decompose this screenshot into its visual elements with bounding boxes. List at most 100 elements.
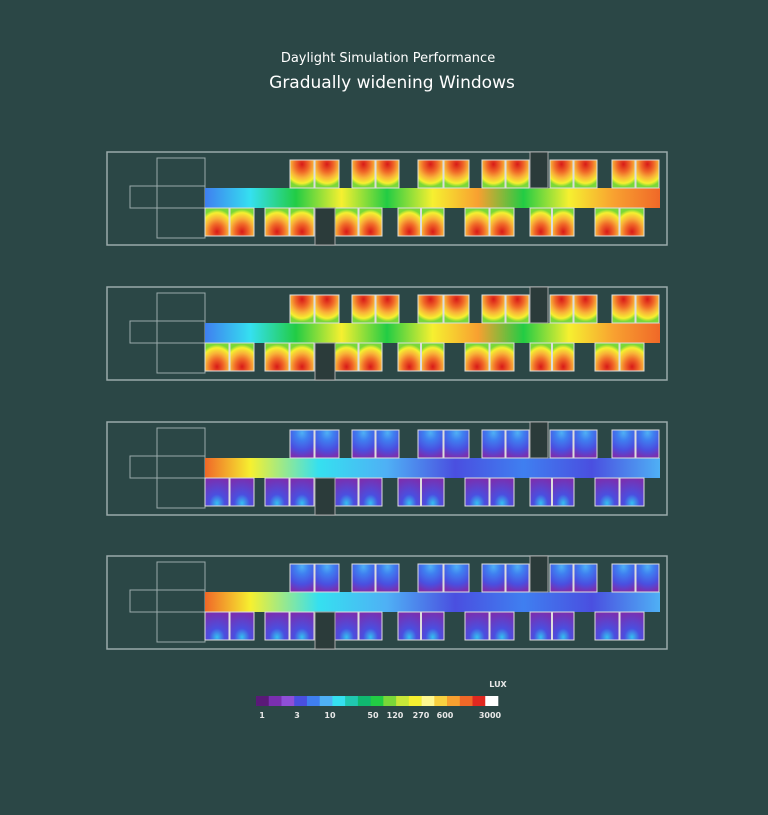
room: [229, 477, 255, 507]
room: [421, 207, 445, 237]
room: [204, 207, 230, 237]
room: [611, 429, 636, 459]
room: [549, 563, 574, 593]
room: [421, 342, 445, 372]
room: [619, 611, 645, 641]
room: [375, 159, 400, 189]
legend-swatch: [459, 696, 473, 706]
room: [421, 477, 445, 507]
room: [481, 563, 506, 593]
legend-swatch: [370, 696, 384, 706]
room: [229, 342, 255, 372]
room: [289, 207, 315, 237]
room: [229, 207, 255, 237]
floor-plan: [106, 151, 668, 246]
floor-plans: [106, 151, 668, 650]
legend: 1 3 10 50 120 270 600 3000: [256, 696, 502, 720]
stair: [529, 151, 549, 189]
room: [417, 294, 444, 324]
legend-swatch: [345, 696, 359, 706]
plan-annex: [156, 427, 206, 509]
room: [375, 429, 400, 459]
legend-label: 3: [294, 711, 300, 720]
room: [635, 563, 660, 593]
room: [375, 294, 400, 324]
room: [204, 342, 230, 372]
subtitle: Gradually widening Windows: [269, 73, 515, 93]
room: [289, 477, 315, 507]
room: [375, 563, 400, 593]
room: [529, 342, 552, 372]
room: [635, 294, 660, 324]
legend-label: 3000: [479, 711, 502, 720]
room: [549, 429, 574, 459]
room: [505, 294, 530, 324]
room: [489, 342, 515, 372]
room: [264, 611, 290, 641]
title: Daylight Simulation Performance: [281, 51, 495, 66]
room: [334, 342, 359, 372]
floor-plan: [106, 286, 668, 381]
legend-label: 10: [324, 711, 336, 720]
room: [417, 563, 444, 593]
room: [489, 611, 515, 641]
legend-label: 1: [259, 711, 265, 720]
legend-swatch: [281, 696, 295, 706]
corridor: [205, 592, 660, 612]
room: [358, 611, 383, 641]
room: [351, 429, 376, 459]
room: [549, 294, 574, 324]
plan-annex: [129, 185, 206, 209]
legend-swatch: [485, 696, 499, 706]
legend-label: 120: [387, 711, 404, 720]
plan-outline: [106, 555, 668, 650]
room: [417, 429, 444, 459]
room: [489, 477, 515, 507]
room: [594, 611, 620, 641]
room: [549, 159, 574, 189]
legend-swatch: [306, 696, 320, 706]
plan-annex: [156, 292, 206, 374]
room: [351, 294, 376, 324]
room: [489, 207, 515, 237]
room: [573, 294, 598, 324]
plan-annex: [156, 157, 206, 239]
room: [594, 342, 620, 372]
room: [505, 159, 530, 189]
room: [619, 342, 645, 372]
room: [594, 207, 620, 237]
room: [552, 611, 575, 641]
room: [464, 342, 490, 372]
room: [314, 294, 340, 324]
room: [417, 159, 444, 189]
room: [289, 342, 315, 372]
plan-outline: [106, 421, 668, 516]
legend-swatch: [383, 696, 397, 706]
room: [397, 611, 421, 641]
corridor: [205, 458, 660, 478]
plan-annex: [129, 455, 206, 479]
room: [552, 477, 575, 507]
corridor: [205, 188, 660, 208]
stair: [314, 611, 336, 650]
legend-swatch: [294, 696, 308, 706]
stair: [314, 207, 336, 246]
floor-plan: [106, 555, 668, 650]
room: [264, 477, 290, 507]
stair: [529, 555, 549, 593]
room: [481, 159, 506, 189]
plan-outline: [106, 151, 668, 246]
room: [635, 429, 660, 459]
room: [529, 477, 552, 507]
room: [314, 159, 340, 189]
legend-swatch: [421, 696, 435, 706]
room: [289, 611, 315, 641]
room: [334, 611, 359, 641]
legend-swatch: [447, 696, 461, 706]
room: [505, 429, 530, 459]
room: [289, 563, 315, 593]
room: [635, 159, 660, 189]
room: [619, 207, 645, 237]
room: [464, 611, 490, 641]
